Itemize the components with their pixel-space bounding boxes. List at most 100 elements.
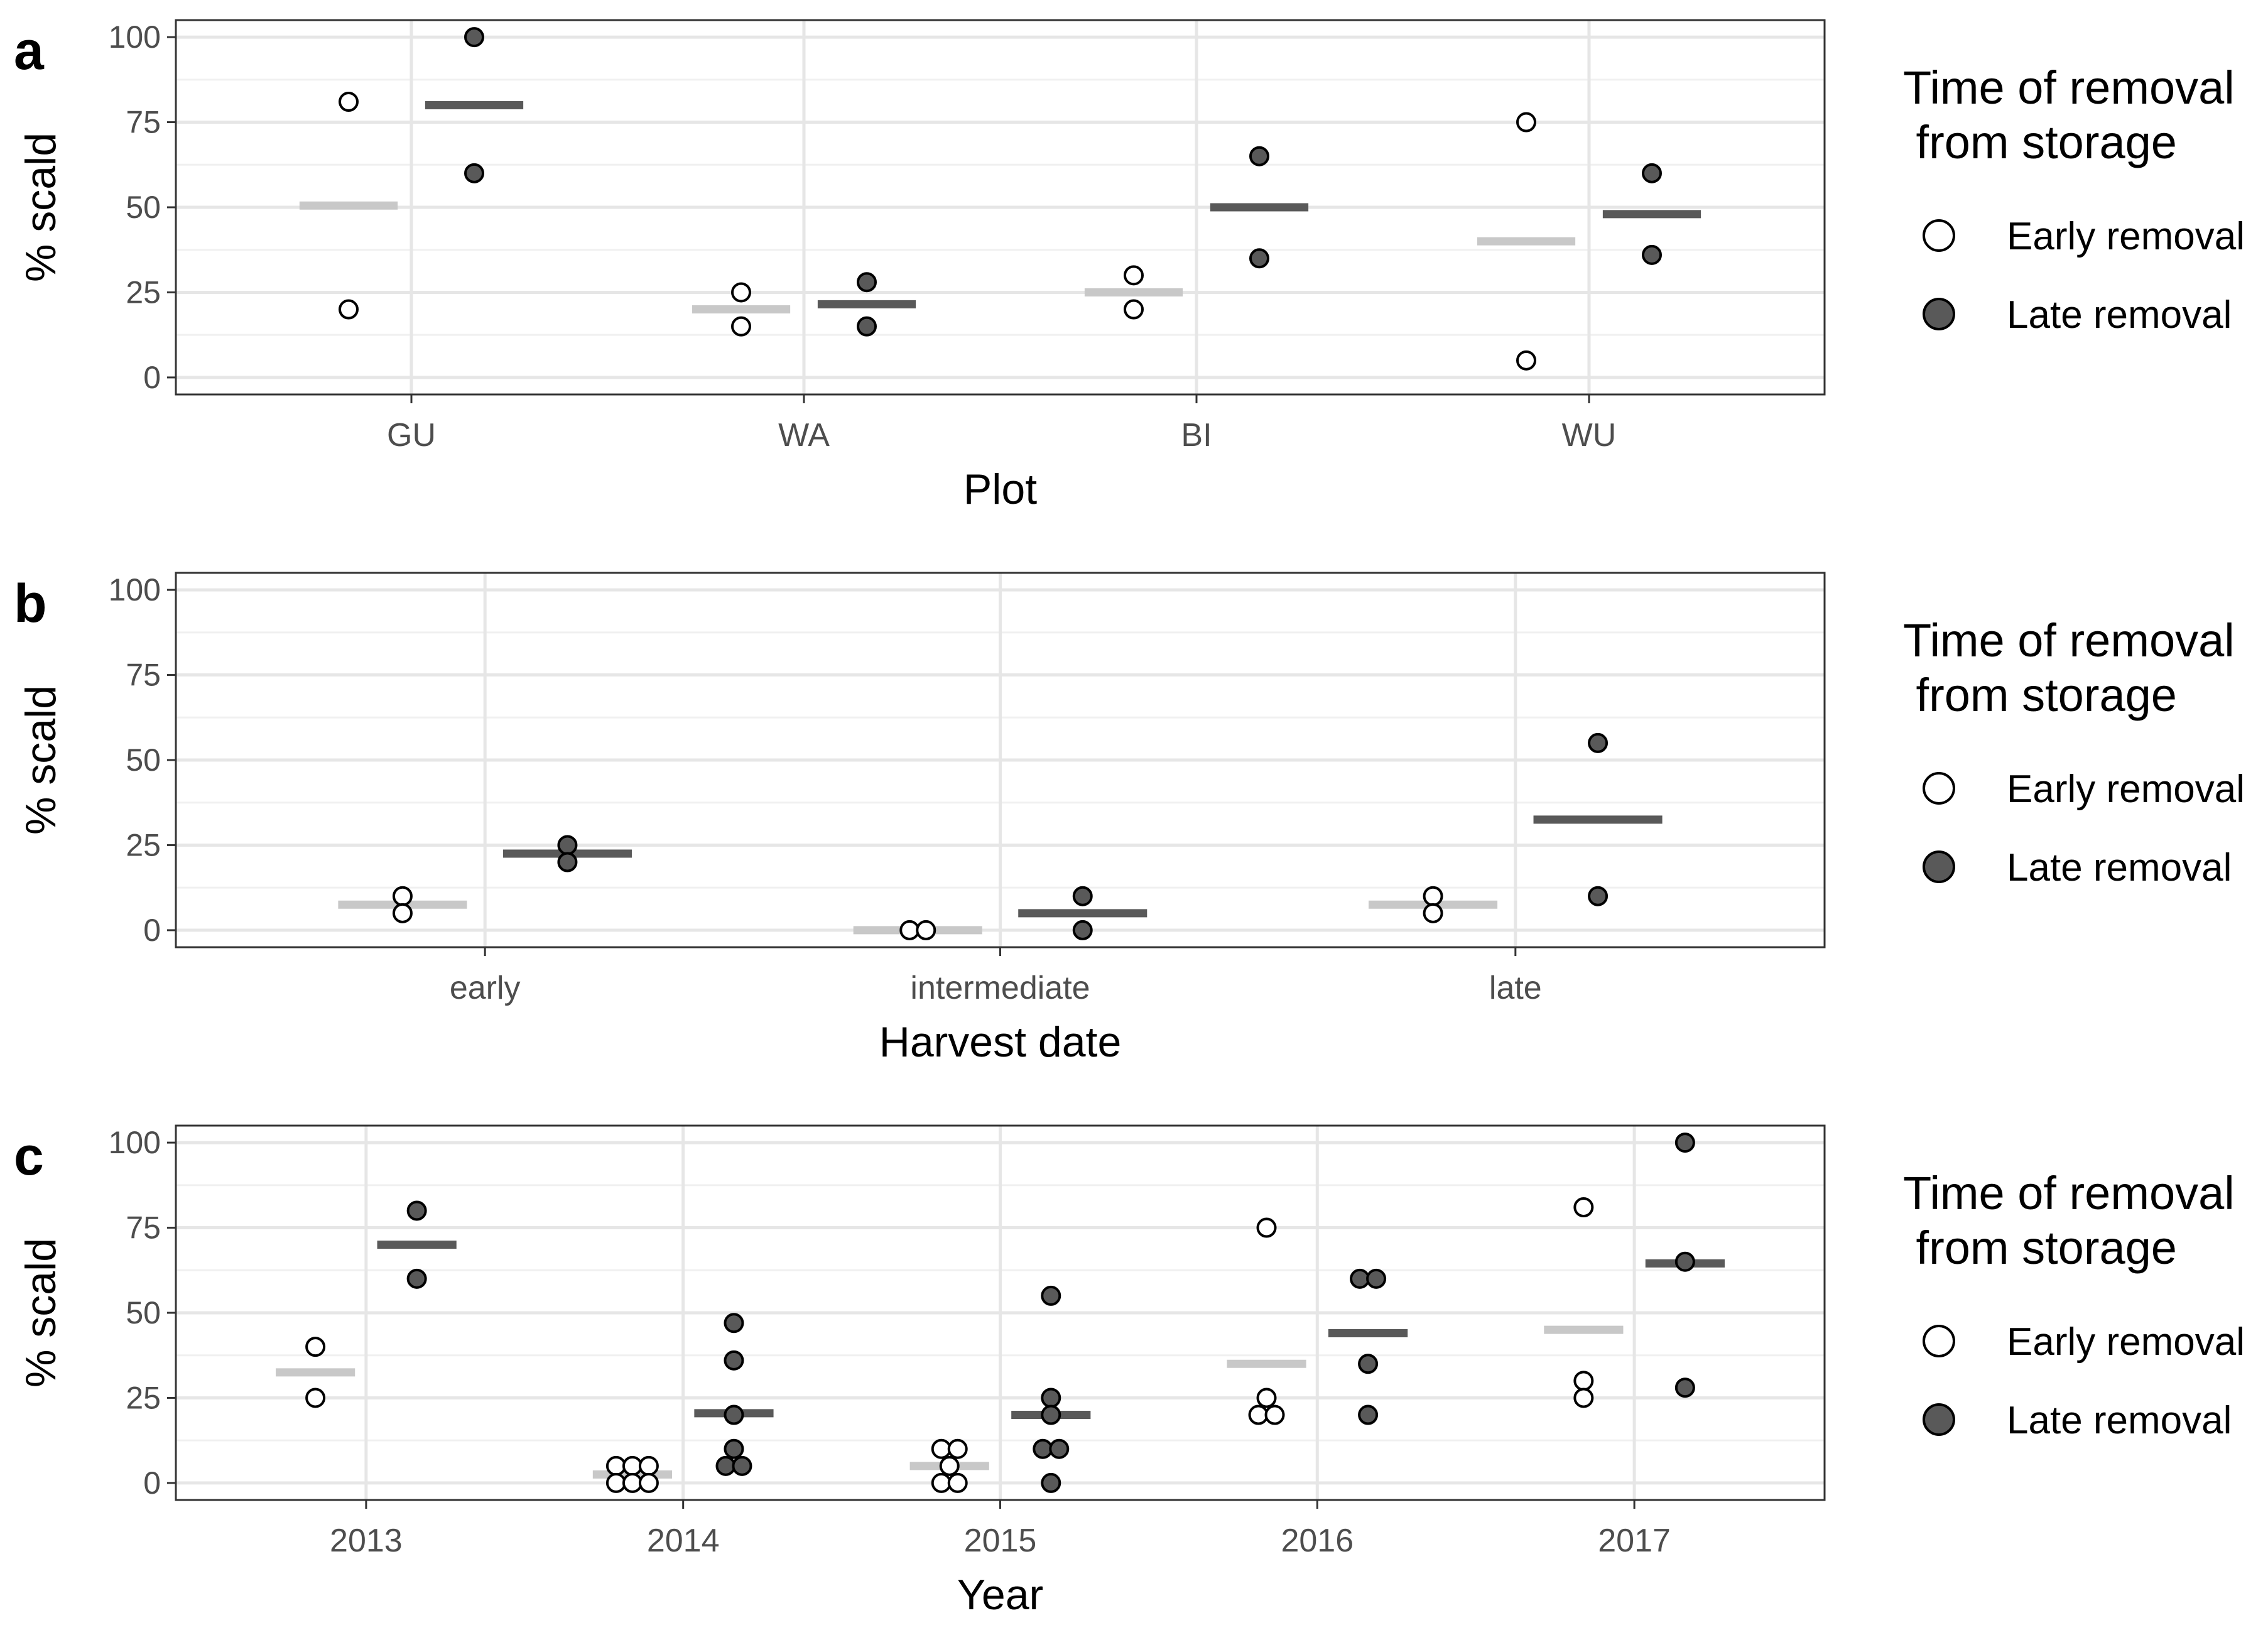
- y-tick-label: 50: [126, 1295, 161, 1330]
- data-point: [1573, 1388, 1594, 1408]
- data-point: [1350, 1268, 1370, 1289]
- data-point: [305, 1388, 326, 1408]
- legend-title-line1: Time of removal: [1903, 62, 2235, 114]
- y-tick-label: 100: [109, 572, 161, 607]
- data-point: [1072, 886, 1093, 906]
- legend-early-icon: [1923, 1325, 1955, 1357]
- data-point: [638, 1472, 659, 1493]
- data-point: [1674, 1251, 1695, 1272]
- data-point: [1124, 265, 1144, 286]
- data-point: [1248, 1405, 1269, 1425]
- data-point: [731, 316, 751, 337]
- data-point: [1049, 1438, 1070, 1459]
- legend-title-line2: from storage: [1903, 669, 2177, 721]
- data-point: [406, 1200, 427, 1221]
- data-point: [1041, 1388, 1061, 1408]
- data-point: [638, 1455, 659, 1476]
- data-point: [339, 299, 359, 320]
- legend-late-icon: [1923, 850, 1955, 883]
- data-point: [857, 272, 877, 293]
- legend-title-line2: from storage: [1903, 1222, 2177, 1274]
- data-point: [605, 1472, 626, 1493]
- data-point: [1249, 248, 1269, 269]
- data-point: [305, 1337, 326, 1357]
- data-point: [731, 282, 751, 303]
- panel-label: b: [14, 573, 47, 634]
- legend-title-line1: Time of removal: [1903, 614, 2235, 666]
- data-point: [1072, 920, 1093, 940]
- y-tick-label: 75: [126, 658, 161, 693]
- data-point: [392, 886, 413, 906]
- x-tick-label: intermediate: [910, 970, 1090, 1006]
- y-tick-label: 25: [126, 274, 161, 310]
- data-point: [339, 92, 359, 112]
- data-point: [1041, 1472, 1061, 1493]
- data-point: [1674, 1133, 1695, 1153]
- y-tick-label: 25: [126, 827, 161, 862]
- data-point: [605, 1455, 626, 1476]
- data-point: [1516, 112, 1536, 133]
- x-axis-title: Harvest date: [879, 1018, 1122, 1066]
- data-point: [947, 1438, 968, 1459]
- x-tick-label: GU: [387, 417, 436, 454]
- data-point: [1642, 244, 1662, 265]
- x-tick-label: 2015: [964, 1523, 1037, 1559]
- x-axis-title: Year: [957, 1571, 1043, 1619]
- legend-early-icon: [1923, 772, 1955, 805]
- legend-entry: Late removal: [2007, 1399, 2232, 1442]
- data-point: [1516, 350, 1536, 371]
- data-point: [1423, 886, 1443, 906]
- y-axis-title: % scald: [17, 133, 65, 282]
- data-point: [1642, 163, 1662, 183]
- legend-late-icon: [1923, 298, 1955, 330]
- data-point: [1033, 1438, 1053, 1459]
- y-tick-label: 75: [126, 105, 161, 140]
- data-point: [724, 1405, 744, 1425]
- y-tick-label: 100: [109, 1125, 161, 1160]
- x-tick-label: 2014: [647, 1523, 720, 1559]
- data-point: [1041, 1285, 1061, 1306]
- legend-entry: Early removal: [2007, 1320, 2245, 1364]
- data-point: [732, 1455, 752, 1476]
- data-point: [622, 1472, 643, 1493]
- data-point: [1423, 903, 1443, 923]
- y-tick-label: 50: [126, 742, 161, 778]
- data-point: [724, 1313, 744, 1334]
- data-point: [557, 835, 578, 856]
- x-tick-label: WA: [778, 417, 830, 454]
- data-point: [464, 27, 484, 48]
- legend-entry: Early removal: [2007, 215, 2245, 258]
- panel-c: 0 25 50 75 100 2013 2014 2015 2016 2017 Year % scal…: [14, 1124, 2245, 1619]
- x-tick-label: 2013: [330, 1523, 403, 1559]
- data-point: [724, 1350, 744, 1371]
- data-point: [916, 920, 936, 940]
- data-point: [622, 1455, 643, 1476]
- y-tick-label: 0: [143, 913, 161, 948]
- x-tick-label: 2017: [1598, 1523, 1671, 1559]
- data-point: [899, 920, 920, 940]
- x-tick-label: 2016: [1281, 1523, 1354, 1559]
- y-axis-title: % scald: [17, 685, 65, 835]
- x-tick-label: BI: [1181, 417, 1212, 454]
- legend-title-line1: Time of removal: [1903, 1167, 2235, 1219]
- data-point: [392, 903, 413, 923]
- data-point: [1358, 1354, 1379, 1374]
- data-point: [715, 1455, 736, 1476]
- y-tick-label: 75: [126, 1210, 161, 1246]
- y-axis-title: % scald: [17, 1238, 65, 1388]
- legend-entry: Late removal: [2007, 846, 2232, 889]
- data-point: [857, 316, 877, 337]
- data-point: [406, 1268, 427, 1289]
- y-tick-label: 0: [143, 1465, 161, 1501]
- data-point: [1588, 732, 1609, 753]
- legend-late-icon: [1923, 1403, 1955, 1436]
- data-point: [1264, 1405, 1285, 1425]
- legend-title-line2: from storage: [1903, 116, 2177, 168]
- data-point: [1124, 299, 1144, 320]
- data-point: [1366, 1268, 1387, 1289]
- data-point: [464, 163, 484, 183]
- data-point: [1249, 146, 1269, 166]
- legend-entry: Early removal: [2007, 768, 2245, 811]
- data-point: [1588, 886, 1609, 906]
